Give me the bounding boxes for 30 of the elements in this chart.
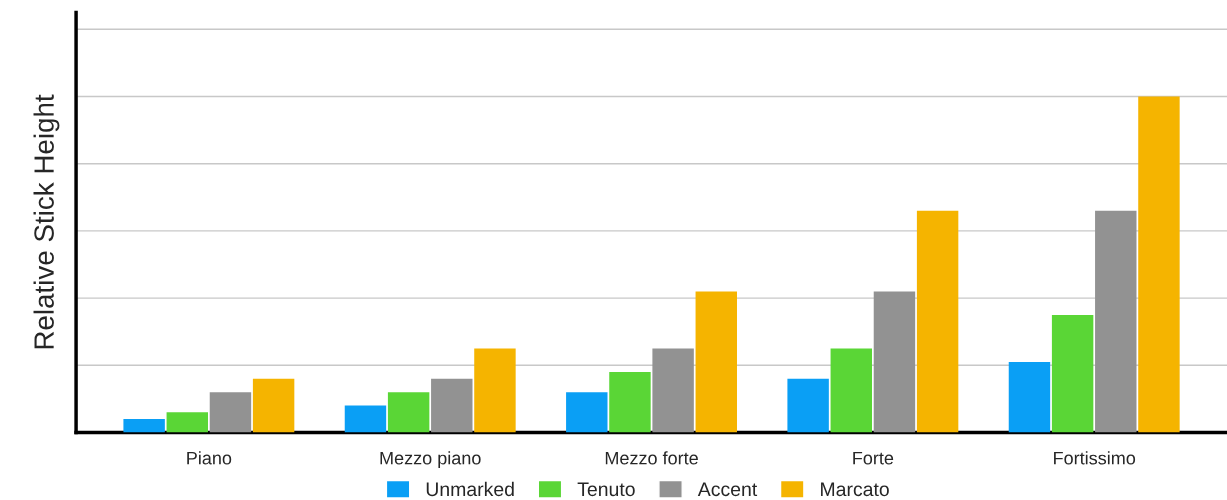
bar xyxy=(344,405,387,433)
bar xyxy=(1051,314,1094,433)
y-axis-title: Relative Stick Height xyxy=(33,94,60,349)
legend-label: Unmarked xyxy=(426,481,514,497)
bar xyxy=(209,392,252,433)
bar xyxy=(431,378,473,433)
legend-label: Marcato xyxy=(821,482,889,497)
bar xyxy=(123,419,165,433)
bar xyxy=(387,392,430,433)
bar xyxy=(652,348,694,433)
x-tick-label: Mezzo piano xyxy=(380,451,481,469)
bar xyxy=(695,291,737,433)
bar xyxy=(1138,96,1180,433)
x-tick-label: Forte xyxy=(853,451,894,465)
x-tick-label: Fortissimo xyxy=(1054,451,1136,465)
bar xyxy=(1008,361,1051,433)
legend-label: Tenuto xyxy=(577,482,635,497)
bar xyxy=(252,378,295,433)
bar xyxy=(166,412,209,433)
bar xyxy=(609,372,651,433)
bar xyxy=(1095,210,1137,433)
x-tick-label: Piano xyxy=(187,451,232,465)
bar xyxy=(916,210,959,433)
bar xyxy=(787,378,829,433)
bar xyxy=(566,392,608,433)
x-tick-label: Mezzo forte xyxy=(605,451,698,465)
bar xyxy=(830,348,873,433)
bar xyxy=(474,348,516,433)
legend-label: Accent xyxy=(697,482,758,497)
bar xyxy=(873,291,916,433)
